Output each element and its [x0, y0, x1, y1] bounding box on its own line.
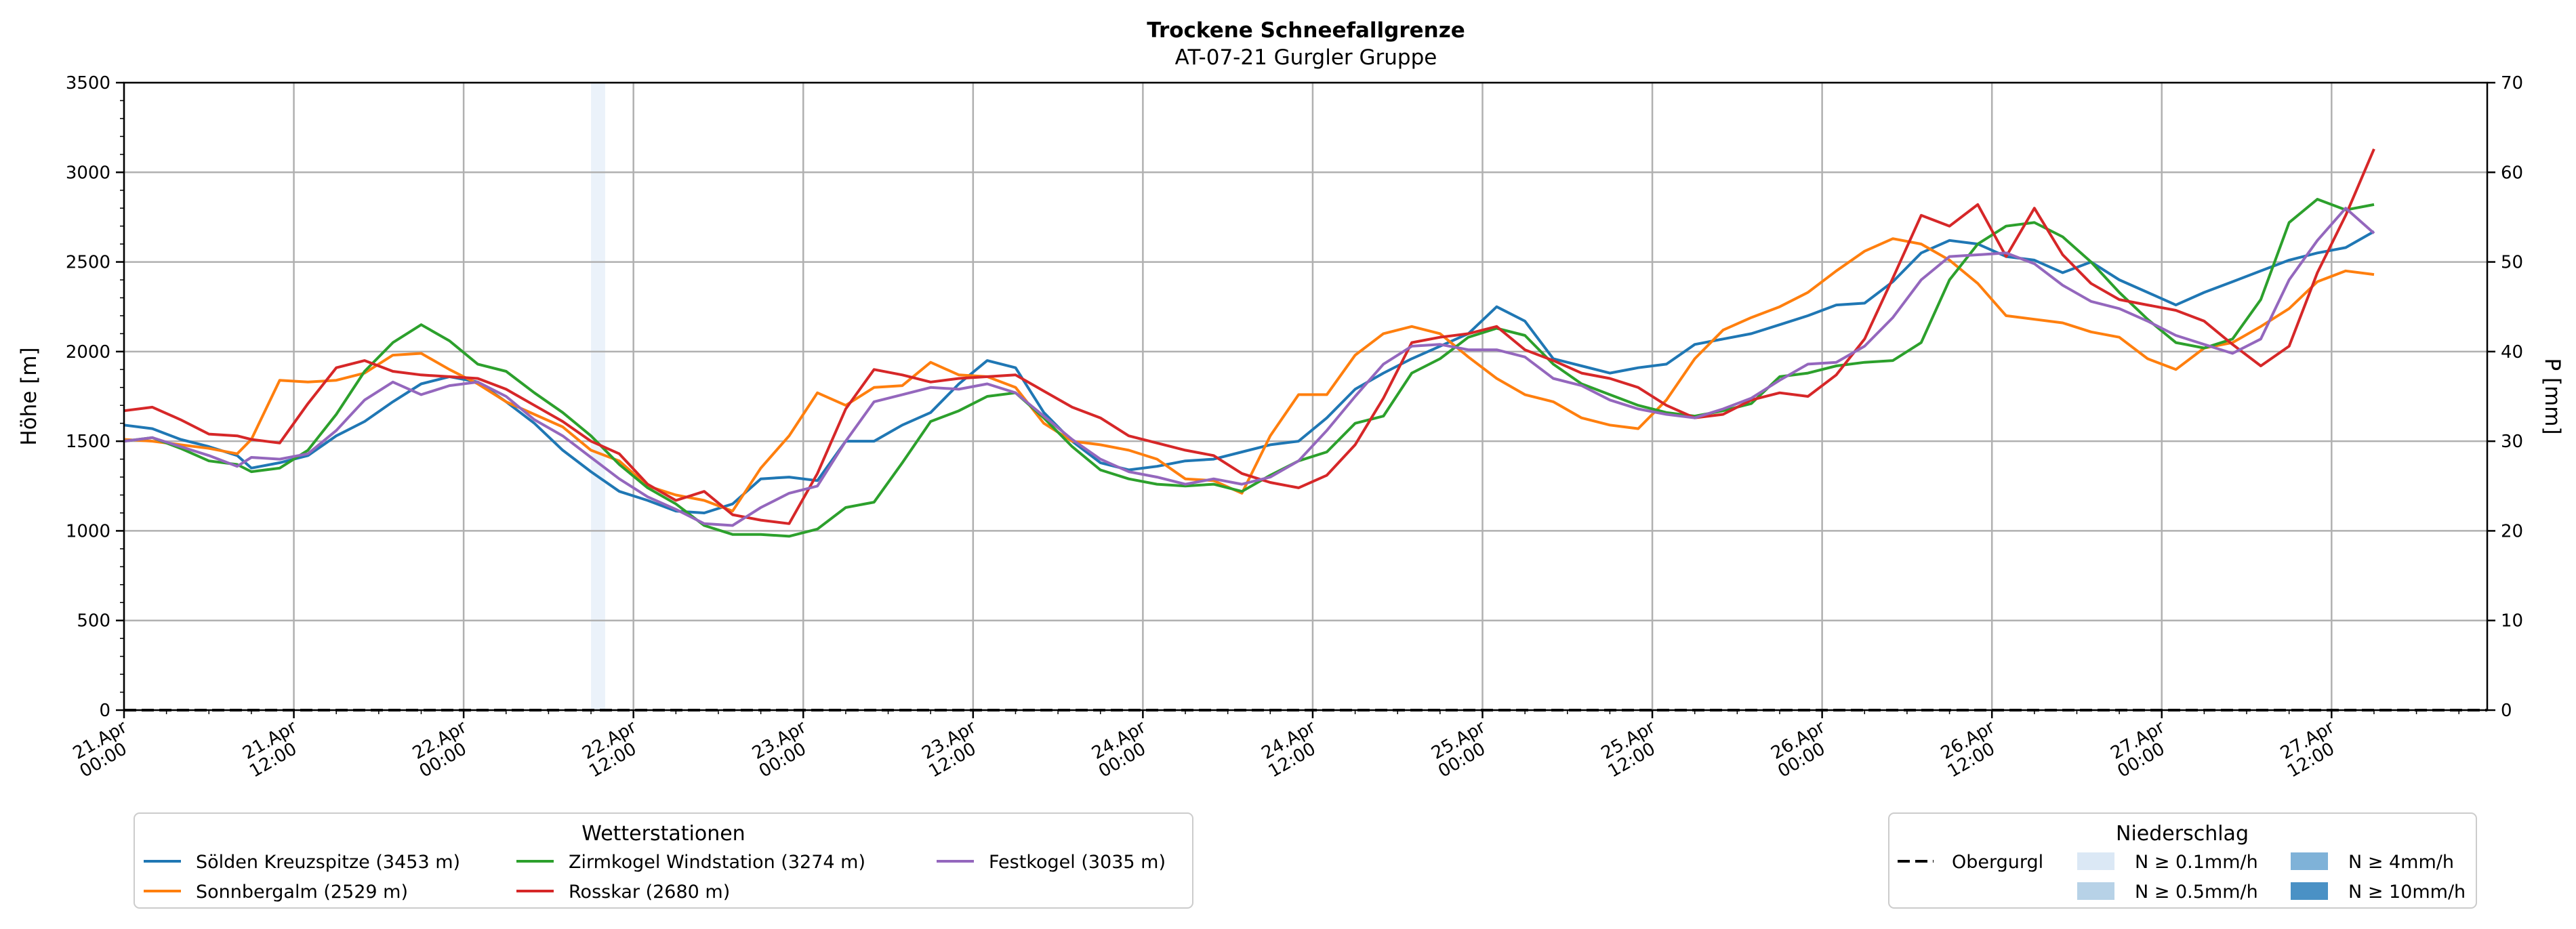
chart-subtitle: AT-07-21 Gurgler Gruppe — [1175, 45, 1437, 70]
y-axis-right: 0 10 20 30 40 50 60 70 — [2487, 73, 2523, 721]
legend-precip-title: Niederschlag — [2116, 822, 2249, 846]
y-right-tick-label: 50 — [2501, 253, 2523, 273]
legend-swatch-precip-3 — [2291, 852, 2328, 870]
y-tick-label: 2000 — [66, 342, 110, 363]
y-tick-label: 0 — [99, 701, 110, 721]
legend-label-precip-1: N ≥ 0.1mm/h — [2135, 852, 2258, 873]
grid — [123, 81, 2487, 711]
legend-label-precip-2: N ≥ 0.5mm/h — [2135, 882, 2258, 903]
plot-frame — [123, 81, 2489, 711]
y-right-tick-label: 0 — [2501, 701, 2512, 721]
y-right-tick-label: 20 — [2501, 521, 2523, 541]
legend-label-2: Sonnbergalm (2529 m) — [196, 882, 408, 903]
legend-label-1: Sölden Kreuzspitze (3453 m) — [196, 852, 460, 873]
legend-label-4: Rosskar (2680 m) — [569, 882, 730, 903]
y-right-tick-label: 40 — [2501, 342, 2523, 363]
legend-swatch-precip-4 — [2291, 882, 2328, 900]
legend-stations: Wetterstationen Sölden Kreuzspitze (3453… — [134, 812, 1193, 909]
series-line-3 — [123, 198, 2375, 538]
y-tick-label: 1000 — [66, 521, 110, 541]
y-axis-label-right: P [mm] — [2540, 358, 2564, 434]
y-right-tick-label: 10 — [2501, 611, 2523, 632]
legend-label-obergurgl: Obergurgl — [1952, 852, 2043, 873]
y-tick-label: 1500 — [66, 432, 110, 452]
series-line-5 — [123, 207, 2375, 527]
precip-band — [591, 83, 605, 710]
series-line-2 — [123, 237, 2375, 513]
legend-label-precip-3: N ≥ 4mm/h — [2348, 852, 2454, 873]
y-right-tick-label: 60 — [2501, 163, 2523, 183]
series-layer — [123, 148, 2375, 538]
legend-label-3: Zirmkogel Windstation (3274 m) — [569, 852, 865, 873]
y-right-tick-label: 30 — [2501, 432, 2523, 452]
legend-stations-title: Wetterstationen — [581, 822, 745, 846]
series-line-4 — [123, 148, 2375, 525]
series-line-1 — [123, 230, 2375, 514]
precipitation-band-layer — [591, 83, 605, 710]
legend-label-precip-4: N ≥ 10mm/h — [2348, 882, 2466, 903]
legend-precipitation: Niederschlag Obergurgl N ≥ 0.1mm/h N ≥ 0.… — [1888, 812, 2477, 909]
chart-title: Trockene Schneefallgrenze — [1147, 18, 1465, 43]
y-tick-label: 3000 — [66, 163, 110, 183]
legend-swatch-precip-1 — [2077, 852, 2114, 870]
legend-swatch-precip-2 — [2077, 882, 2114, 900]
y-right-tick-label: 70 — [2501, 73, 2523, 94]
y-axis-label-left: Höhe [m] — [17, 347, 41, 445]
y-tick-label: 3500 — [66, 73, 110, 94]
legend-label-5: Festkogel (3035 m) — [989, 852, 1166, 873]
y-tick-label: 500 — [77, 611, 110, 632]
y-tick-label: 2500 — [66, 253, 110, 273]
y-axis-left: 0 500 1000 1500 2000 2500 3000 3500 — [66, 73, 124, 721]
